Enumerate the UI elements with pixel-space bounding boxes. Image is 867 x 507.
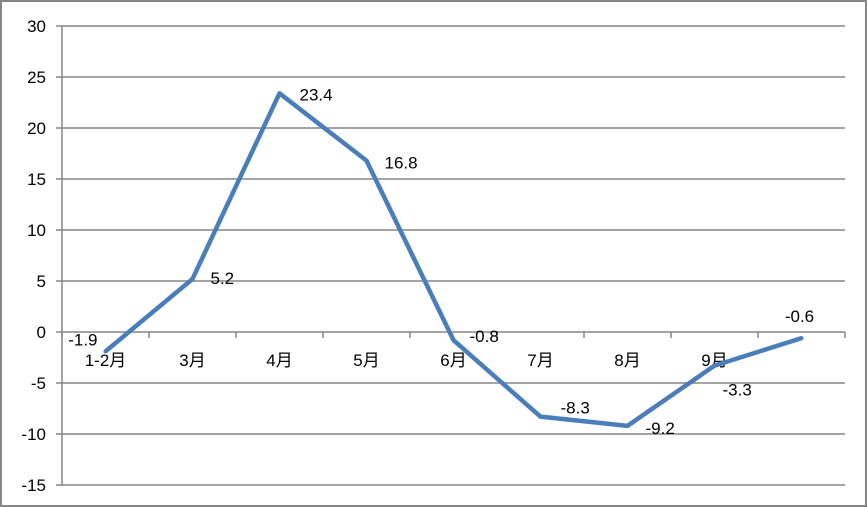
data-label: 5.2 bbox=[211, 269, 235, 288]
data-line bbox=[104, 91, 803, 429]
data-point bbox=[625, 423, 630, 428]
data-label: -3.3 bbox=[723, 381, 752, 400]
data-label: -0.8 bbox=[470, 327, 499, 346]
y-tick-label: 5 bbox=[37, 272, 46, 291]
data-point bbox=[538, 414, 543, 419]
data-point bbox=[451, 338, 456, 343]
data-point bbox=[712, 363, 717, 368]
data-label: -8.3 bbox=[561, 399, 590, 418]
data-label: -1.9 bbox=[68, 330, 97, 349]
x-tick-label: 7月 bbox=[527, 351, 553, 370]
data-point bbox=[364, 158, 369, 163]
x-tick-label: 6月 bbox=[440, 351, 466, 370]
data-label: -9.2 bbox=[646, 419, 675, 438]
y-tick-label: -15 bbox=[21, 476, 46, 495]
y-tick-label: 25 bbox=[27, 68, 46, 87]
data-point bbox=[277, 91, 282, 96]
x-tick-label: 3月 bbox=[179, 351, 205, 370]
y-tick-label: -10 bbox=[21, 425, 46, 444]
y-tick-label: 15 bbox=[27, 170, 46, 189]
data-point bbox=[190, 276, 195, 281]
data-point bbox=[103, 349, 108, 354]
y-tick-label: 10 bbox=[27, 221, 46, 240]
x-tick-label: 8月 bbox=[614, 351, 640, 370]
y-tick-label: -5 bbox=[31, 374, 46, 393]
data-label: -0.6 bbox=[785, 307, 814, 326]
x-tick-label: 5月 bbox=[353, 351, 379, 370]
x-tick-label: 4月 bbox=[266, 351, 292, 370]
y-tick-label: 0 bbox=[37, 323, 46, 342]
data-label: 23.4 bbox=[300, 85, 333, 104]
y-tick-label: 20 bbox=[27, 119, 46, 138]
x-tick-label: 1-2月 bbox=[85, 351, 127, 370]
y-tick-label: 30 bbox=[27, 17, 46, 36]
data-point bbox=[799, 336, 804, 341]
data-label: 16.8 bbox=[385, 154, 418, 173]
